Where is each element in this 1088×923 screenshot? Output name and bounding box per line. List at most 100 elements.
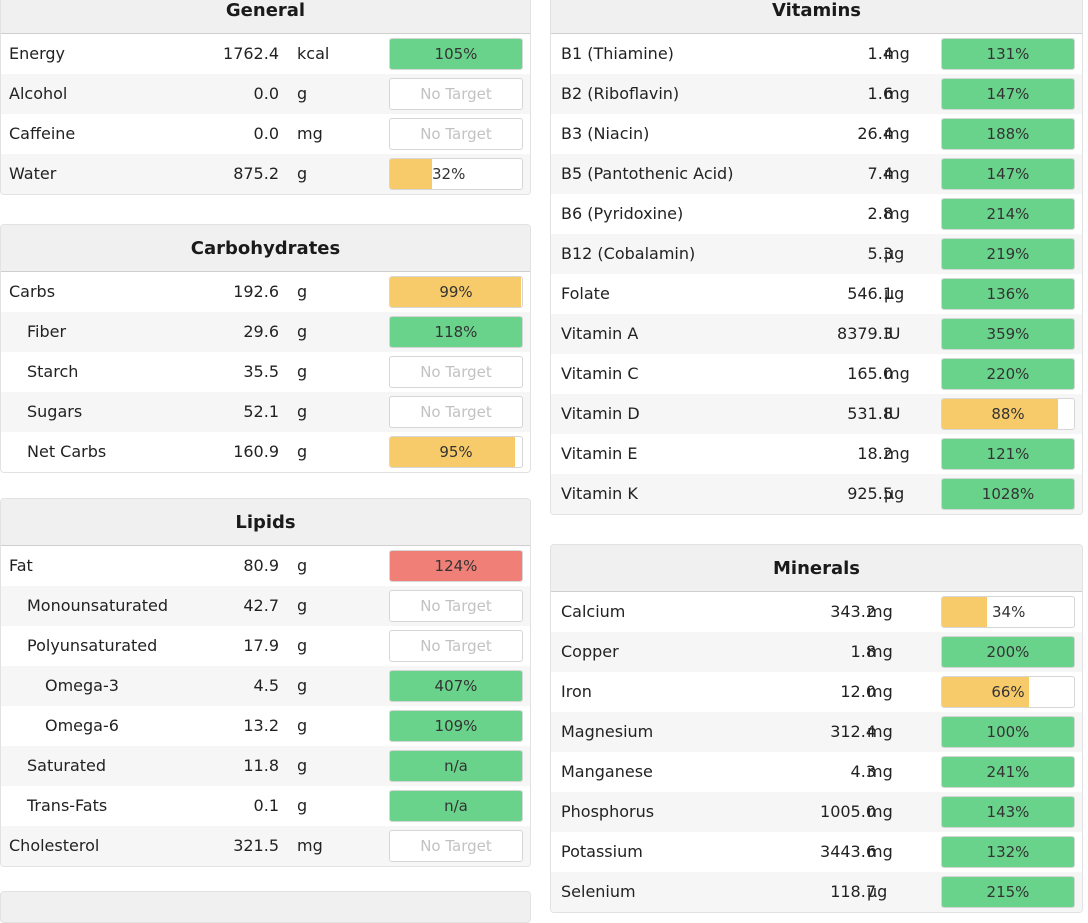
nutrient-row-cholesterol[interactable]: Cholesterol 321.5 mg No Target [1,826,530,866]
nutrient-row-selenium[interactable]: Selenium 118.7 µg 215% [551,872,1082,912]
nutrient-row-carbs[interactable]: Carbs 192.6 g 99% [1,272,530,312]
target-progress-fill [942,797,1074,827]
nutrient-row-copper[interactable]: Copper 1.8 mg 200% [551,632,1082,672]
nutrient-row-fiber[interactable]: Fiber 29.6 g 118% [1,312,530,352]
nutrient-row-manganese[interactable]: Manganese 4.3 mg 241% [551,752,1082,792]
target-percent-label: 188% [986,125,1030,143]
target-percent-label: No Target [420,363,492,381]
nutrient-row-saturated[interactable]: Saturated 11.8 g n/a [1,746,530,786]
target-progress-bar: 147% [941,158,1075,190]
nutrient-row-net-carbs[interactable]: Net Carbs 160.9 g 95% [1,432,530,472]
nutrient-name: Net Carbs [27,442,107,461]
nutrient-amount: 1005.0 [820,802,876,821]
nutrient-amount: 8379.3 [837,324,893,343]
nutrient-amount: 13.2 [243,716,279,735]
target-progress-bar: 34% [941,596,1075,628]
target-percent-label: 95% [439,443,473,461]
nutrient-name: Energy [9,44,66,63]
target-percent-label: 109% [434,717,478,735]
target-percent-label: No Target [420,403,492,421]
target-progress-bar: 95% [389,436,523,468]
target-progress-bar: 66% [941,676,1075,708]
target-progress-fill [390,751,522,781]
nutrient-name: Omega-3 [45,676,119,695]
nutrient-row-water[interactable]: Water 875.2 g 32% [1,154,530,194]
nutrient-row-b12-cobalamin[interactable]: B12 (Cobalamin) 5.3 µg 219% [551,234,1082,274]
nutrient-row-folate[interactable]: Folate 546.1 µg 136% [551,274,1082,314]
nutrient-row-b1-thiamine[interactable]: B1 (Thiamine) 1.4 mg 131% [551,34,1082,74]
nutrient-name: Magnesium [561,722,654,741]
target-progress-bar: 109% [389,710,523,742]
target-progress-bar: 118% [389,316,523,348]
target-progress-fill [390,277,521,307]
nutrient-unit: g [297,756,308,775]
nutrient-row-energy[interactable]: Energy 1762.4 kcal 105% [1,34,530,74]
target-progress-bar: 88% [941,398,1075,430]
carbohydrates-panel: Carbohydrates Carbs 192.6 g 99% Fiber 29.6 g 11… [0,224,531,473]
target-progress-bar: No Target [389,118,523,150]
target-percent-label: n/a [444,797,468,815]
nutrient-unit: g [297,596,308,615]
target-percent-label: 32% [432,165,466,183]
target-progress-fill [942,79,1074,109]
nutrient-row-starch[interactable]: Starch 35.5 g No Target [1,352,530,392]
nutrient-row-phosphorus[interactable]: Phosphorus 1005.0 mg 143% [551,792,1082,832]
nutrient-amount: 12.0 [840,682,876,701]
nutrient-row-vitamin-e[interactable]: Vitamin E 18.2 mg 121% [551,434,1082,474]
nutrient-row-omega-6[interactable]: Omega-6 13.2 g 109% [1,706,530,746]
nutrient-row-trans-fats[interactable]: Trans-Fats 0.1 g n/a [1,786,530,826]
nutrient-row-caffeine[interactable]: Caffeine 0.0 mg No Target [1,114,530,154]
nutrient-amount: 546.1 [847,284,893,303]
nutrient-unit: g [297,796,308,815]
nutrient-row-monounsaturated[interactable]: Monounsaturated 42.7 g No Target [1,586,530,626]
nutrient-row-b5-pantothenic-acid[interactable]: B5 (Pantothenic Acid) 7.4 mg 147% [551,154,1082,194]
nutrient-row-b6-pyridoxine[interactable]: B6 (Pyridoxine) 2.8 mg 214% [551,194,1082,234]
nutrient-row-calcium[interactable]: Calcium 343.2 mg 34% [551,592,1082,632]
target-progress-bar: 136% [941,278,1075,310]
general-panel: General Energy 1762.4 kcal 105% Alcohol 0.0 g N… [0,0,531,195]
nutrient-name: Polyunsaturated [27,636,158,655]
nutrient-row-vitamin-k[interactable]: Vitamin K 925.5 µg 1028% [551,474,1082,514]
target-progress-fill [942,159,1074,189]
nutrient-amount: 118.7 [830,882,876,901]
nutrient-amount: 52.1 [243,402,279,421]
nutrient-row-vitamin-d[interactable]: Vitamin D 531.8 IU 88% [551,394,1082,434]
nutrient-amount: 1.6 [867,84,893,103]
target-progress-bar: 219% [941,238,1075,270]
nutrient-row-iron[interactable]: Iron 12.0 mg 66% [551,672,1082,712]
nutrient-name: Saturated [27,756,107,775]
target-percent-label: 121% [986,445,1030,463]
target-progress-bar: 131% [941,38,1075,70]
nutrient-unit: mg [884,124,910,143]
target-percent-label: 105% [434,45,478,63]
target-progress-bar: 214% [941,198,1075,230]
nutrient-name: B12 (Cobalamin) [561,244,696,263]
nutrient-row-vitamin-c[interactable]: Vitamin C 165.0 mg 220% [551,354,1082,394]
target-percent-label: 219% [986,245,1030,263]
nutrient-row-b3-niacin[interactable]: B3 (Niacin) 26.4 mg 188% [551,114,1082,154]
nutrient-row-fat[interactable]: Fat 80.9 g 124% [1,546,530,586]
nutrient-unit: mg [867,642,893,661]
nutrient-unit: g [297,442,308,461]
nutrient-row-vitamin-a[interactable]: Vitamin A 8379.3 IU 359% [551,314,1082,354]
nutrient-row-magnesium[interactable]: Magnesium 312.4 mg 100% [551,712,1082,752]
nutrient-name: B1 (Thiamine) [561,44,674,63]
nutrient-name: Sugars [27,402,83,421]
nutrient-row-sugars[interactable]: Sugars 52.1 g No Target [1,392,530,432]
nutrient-row-b2-riboflavin[interactable]: B2 (Riboflavin) 1.6 mg 147% [551,74,1082,114]
nutrient-row-polyunsaturated[interactable]: Polyunsaturated 17.9 g No Target [1,626,530,666]
nutrient-name: Cholesterol [9,836,100,855]
nutrient-unit: g [297,84,308,103]
nutrient-name: B3 (Niacin) [561,124,650,143]
nutrient-name: Fiber [27,322,67,341]
nutrient-amount: 2.8 [867,204,893,223]
nutrient-row-potassium[interactable]: Potassium 3443.6 mg 132% [551,832,1082,872]
nutrient-amount: 0.0 [253,124,279,143]
general-title: General [1,0,530,34]
nutrient-row-alcohol[interactable]: Alcohol 0.0 g No Target [1,74,530,114]
nutrient-name: Manganese [561,762,653,781]
target-percent-label: 132% [986,843,1030,861]
target-progress-bar: 124% [389,550,523,582]
vitamins-panel: Vitamins B1 (Thiamine) 1.4 mg 131% B2 (Ribof… [550,0,1083,515]
nutrient-row-omega-3[interactable]: Omega-3 4.5 g 407% [1,666,530,706]
